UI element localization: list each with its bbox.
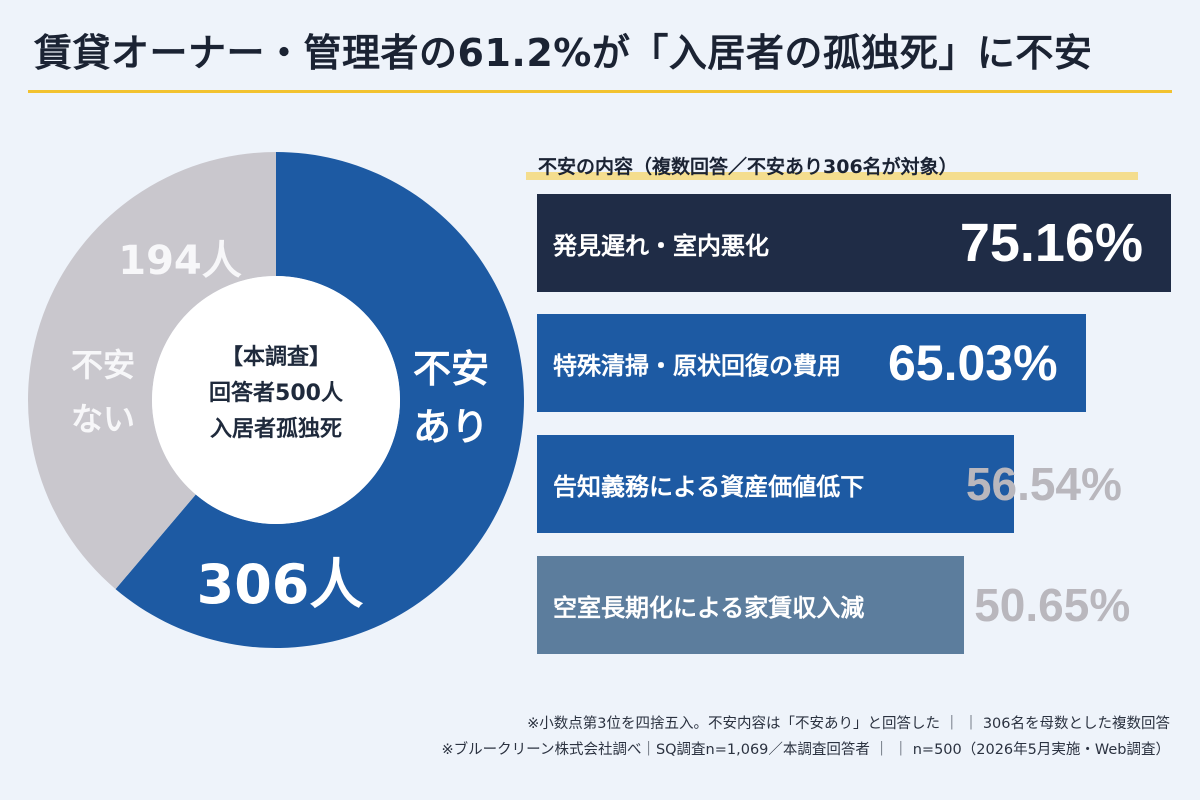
bar-value-label: 56.54% [965,458,1122,510]
center-line-3: 入居者孤独死 [209,417,342,442]
donut-slice-not-anxious [28,152,277,590]
bar-value-label: 65.03% [887,335,1058,391]
page-title: 賃貸オーナー・管理者の61.2%が「入居者の孤独死」に不安 [34,31,1093,75]
bar-category-label: 告知義務による資産価値低下 [553,472,865,501]
bar-value-label: 50.65% [974,579,1131,631]
segment-label-anxious-line-2: あり [412,405,489,449]
bar-item: 特殊清掃・原状回復の費用 65.03% [537,314,1086,412]
segment-label-anxious-line-1: 不安 [412,347,489,391]
donut-slice-anxious [115,152,524,648]
center-line-1: 【本調査】 [220,345,331,370]
title-underline [28,90,1172,93]
bar-value-label: 75.16% [959,213,1143,273]
donut-hole [152,276,400,524]
bar-item: 告知義務による資産価値低下 56.54% [537,435,1122,533]
donut-chart [28,152,524,648]
bar-category-label: 発見遅れ・室内悪化 [553,231,769,260]
segment-label-not-anxious: 不安 ない [48,338,158,446]
bar-category-label: 特殊清掃・原状回復の費用 [553,351,841,380]
segment-label-not-anxious-line-2: ない [70,400,135,438]
segment-count-not-anxious: 194人 [118,238,242,284]
donut-center-text: 【本調査】 回答者500人 入居者孤独死 [176,340,376,448]
center-line-2: 回答者500人 [209,381,343,406]
segment-label-not-anxious-line-1: 不安 [70,346,135,384]
footnote-1: ※小数点第3位を四捨五入。不安内容は「不安あり」と回答した ｜ ｜ 306名を母… [527,716,1170,732]
footnote-2: ※ブルークリーン株式会社調べ｜SQ調査n=1,069／本調査回答者 ｜ ｜ n=… [441,742,1170,758]
bar-item: 空室長期化による家賃収入減 50.65% [537,556,1130,654]
bar-title-highlight [526,172,1138,180]
bar-category-label: 空室長期化による家賃収入減 [553,593,865,622]
bar-item: 発見遅れ・室内悪化 75.16% [537,194,1171,292]
segment-label-anxious: 不安 あり [396,340,506,456]
bar-chart-title: 不安の内容（複数回答／不安あり306名が対象） [538,156,958,178]
segment-count-anxious: 306人 [196,553,364,616]
